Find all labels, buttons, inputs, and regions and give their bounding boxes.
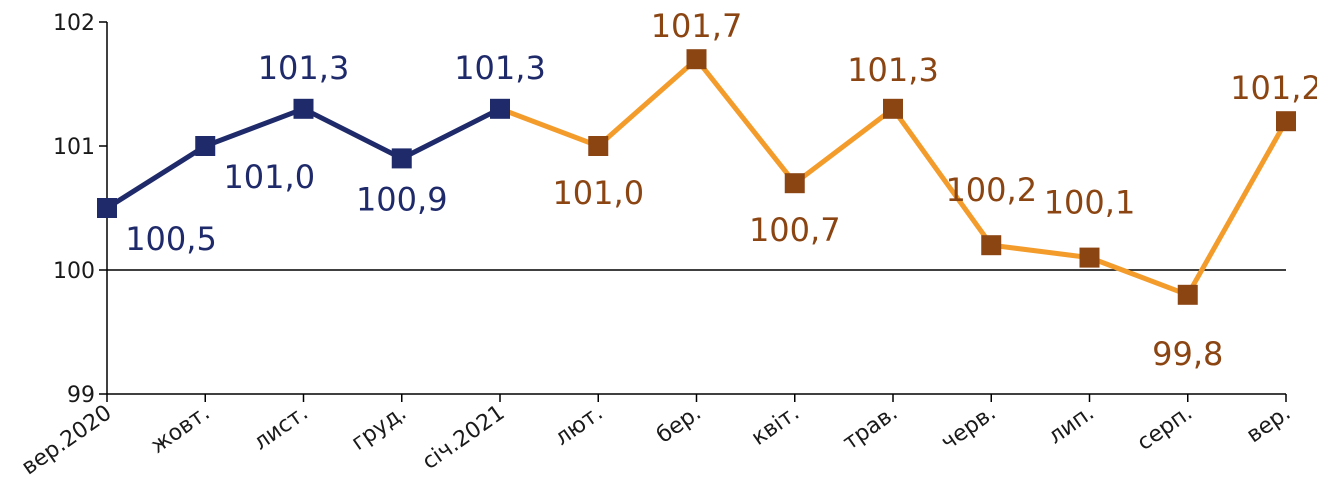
data-value-label: 101,3 <box>454 49 546 87</box>
data-value-label: 101,0 <box>552 174 644 212</box>
x-tick-label: лист. <box>249 400 313 455</box>
axes <box>99 21 1287 402</box>
x-tick-label: серп. <box>1133 400 1197 455</box>
data-point-marker <box>883 98 903 119</box>
data-markers <box>97 49 1296 305</box>
data-point-marker <box>195 136 216 156</box>
x-tick-labels: вер.2020 жовт. лист. груд. січ.2021 лют. бер. к… <box>17 400 1295 480</box>
data-value-label: 100,7 <box>749 211 841 249</box>
data-value-label: 101,3 <box>258 49 350 87</box>
data-point-marker <box>97 198 117 218</box>
x-tick-label: вер.2020 <box>17 400 116 480</box>
x-tick-label: черв. <box>937 400 1001 455</box>
x-tick-label: січ.2021 <box>418 400 509 475</box>
data-point-marker <box>490 98 510 119</box>
y-tick-labels: 99 100 101 102 <box>53 11 95 408</box>
data-point-marker <box>981 235 1002 256</box>
x-tick-label: трав. <box>839 400 903 455</box>
x-tick-label: жовт. <box>146 400 214 458</box>
x-tick-label: груд. <box>347 400 411 455</box>
x-tick-label: лип. <box>1044 400 1099 449</box>
y-tick-label: 100 <box>53 259 95 284</box>
data-point-marker <box>293 98 314 119</box>
data-point-marker <box>1276 111 1296 132</box>
data-value-label: 101,3 <box>847 51 939 89</box>
data-value-label: 100,9 <box>356 180 448 218</box>
data-value-label: 100,1 <box>1044 184 1136 222</box>
data-point-marker <box>1079 247 1100 268</box>
data-labels: 100,5101,0101,3100,9101,3101,0101,7100,7… <box>125 7 1317 373</box>
data-point-marker <box>686 49 707 70</box>
x-tick-label: бер. <box>652 400 706 448</box>
y-tick-label: 102 <box>53 11 95 36</box>
data-value-label: 101,2 <box>1230 69 1317 107</box>
data-value-label: 100,5 <box>125 220 217 258</box>
y-tick-label: 101 <box>53 135 95 160</box>
y-tick-label: 99 <box>67 383 95 408</box>
data-point-marker <box>1177 284 1198 305</box>
data-value-label: 101,7 <box>651 7 743 45</box>
data-point-marker <box>588 136 609 156</box>
x-tick-label: лют. <box>550 400 607 451</box>
data-value-label: 101,0 <box>223 158 315 196</box>
data-value-label: 99,8 <box>1152 335 1223 373</box>
data-point-marker <box>391 148 412 169</box>
x-tick-label: вер. <box>1242 400 1295 448</box>
data-value-label: 100,2 <box>945 171 1037 209</box>
data-point-marker <box>784 173 805 194</box>
x-tick-label: квіт. <box>747 400 804 450</box>
